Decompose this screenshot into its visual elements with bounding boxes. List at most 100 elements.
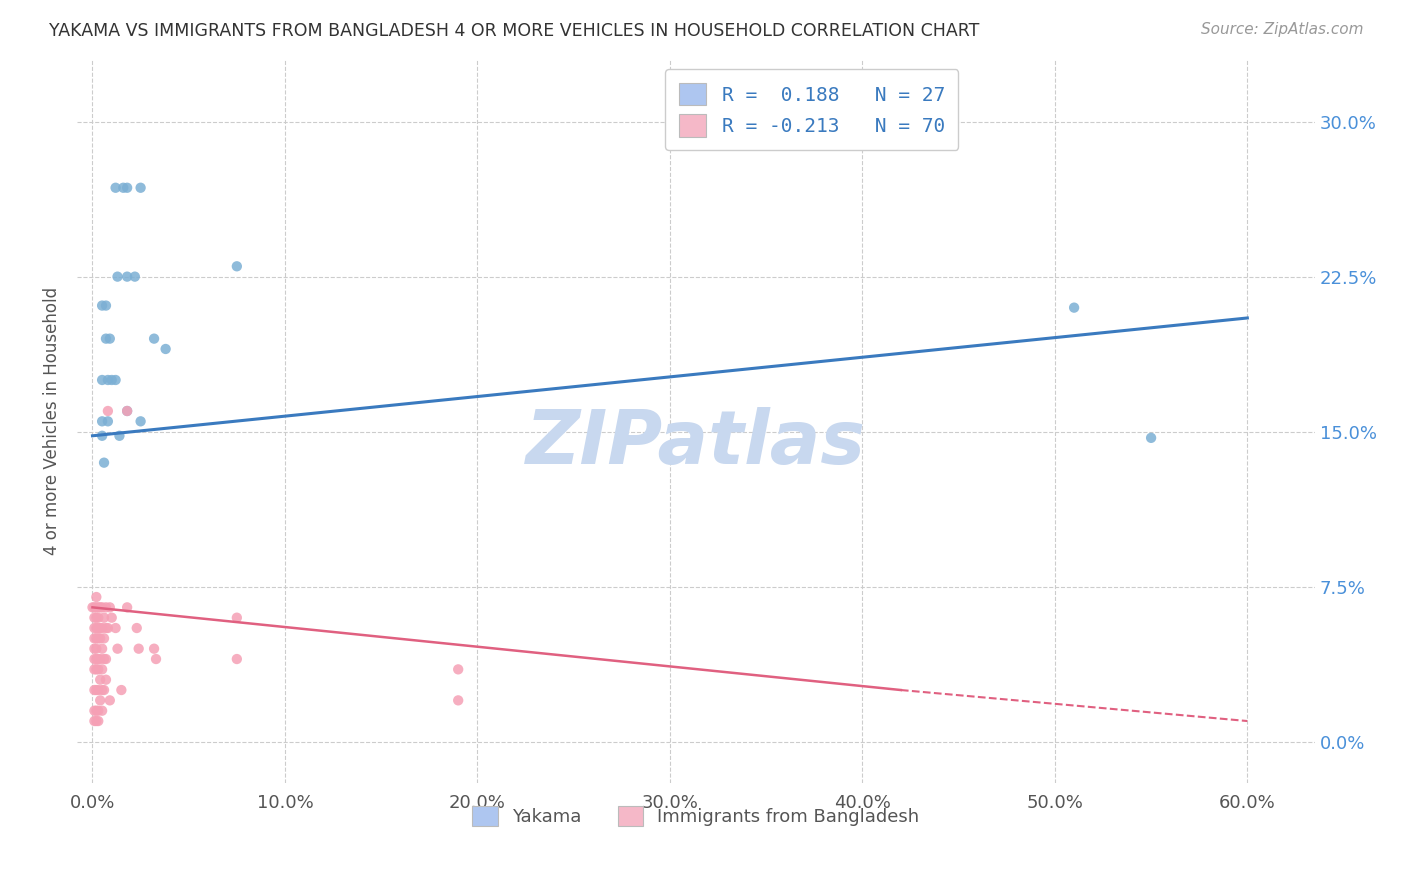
Point — [83, 652, 105, 666]
Text: YAKAMA VS IMMIGRANTS FROM BANGLADESH 4 OR MORE VEHICLES IN HOUSEHOLD CORRELATION: YAKAMA VS IMMIGRANTS FROM BANGLADESH 4 O… — [49, 22, 980, 40]
Point — [97, 404, 120, 418]
Point — [86, 714, 108, 728]
Point — [86, 610, 108, 624]
Point — [87, 714, 110, 728]
Point — [97, 414, 120, 428]
Point — [108, 429, 131, 443]
Point — [94, 652, 117, 666]
Point — [87, 652, 110, 666]
Point — [86, 590, 108, 604]
Point — [115, 180, 138, 194]
Point — [155, 342, 177, 356]
Point — [83, 683, 105, 698]
Point — [91, 621, 114, 635]
Point — [87, 704, 110, 718]
Point — [104, 621, 127, 635]
Point — [225, 260, 247, 274]
Point — [98, 600, 121, 615]
Point — [94, 600, 117, 615]
Point — [100, 610, 122, 624]
Point — [86, 600, 108, 615]
Point — [93, 610, 115, 624]
Point — [87, 662, 110, 676]
Text: ZIPatlas: ZIPatlas — [526, 407, 866, 480]
Point — [91, 299, 114, 313]
Point — [143, 641, 166, 656]
Point — [115, 269, 138, 284]
Point — [93, 632, 115, 646]
Point — [98, 693, 121, 707]
Point — [104, 180, 127, 194]
Point — [93, 652, 115, 666]
Point — [83, 641, 105, 656]
Point — [1140, 431, 1163, 445]
Point — [143, 332, 166, 346]
Point — [115, 404, 138, 418]
Point — [83, 610, 105, 624]
Point — [94, 299, 117, 313]
Point — [93, 683, 115, 698]
Point — [94, 621, 117, 635]
Point — [124, 269, 146, 284]
Point — [129, 414, 152, 428]
Point — [107, 269, 129, 284]
Point — [86, 641, 108, 656]
Point — [86, 704, 108, 718]
Point — [83, 714, 105, 728]
Point — [83, 632, 105, 646]
Point — [97, 373, 120, 387]
Point — [107, 641, 129, 656]
Point — [86, 662, 108, 676]
Legend: Yakama, Immigrants from Bangladesh: Yakama, Immigrants from Bangladesh — [464, 797, 928, 836]
Point — [86, 683, 108, 698]
Point — [91, 429, 114, 443]
Point — [82, 600, 104, 615]
Point — [100, 373, 122, 387]
Point — [83, 621, 105, 635]
Point — [115, 404, 138, 418]
Point — [87, 621, 110, 635]
Point — [93, 456, 115, 470]
Point — [145, 652, 167, 666]
Point — [89, 652, 111, 666]
Point — [91, 414, 114, 428]
Point — [89, 621, 111, 635]
Point — [89, 673, 111, 687]
Point — [87, 610, 110, 624]
Point — [112, 180, 135, 194]
Text: Source: ZipAtlas.com: Source: ZipAtlas.com — [1201, 22, 1364, 37]
Point — [83, 600, 105, 615]
Point — [110, 683, 132, 698]
Point — [225, 610, 247, 624]
Point — [89, 693, 111, 707]
Point — [86, 652, 108, 666]
Point — [86, 632, 108, 646]
Point — [89, 600, 111, 615]
Point — [91, 373, 114, 387]
Point — [1063, 301, 1085, 315]
Point — [89, 632, 111, 646]
Point — [128, 641, 150, 656]
Point — [129, 180, 152, 194]
Point — [83, 662, 105, 676]
Point — [91, 662, 114, 676]
Point — [97, 621, 120, 635]
Point — [98, 332, 121, 346]
Point — [104, 373, 127, 387]
Point — [91, 704, 114, 718]
Point — [91, 600, 114, 615]
Point — [86, 621, 108, 635]
Y-axis label: 4 or more Vehicles in Household: 4 or more Vehicles in Household — [44, 287, 60, 556]
Point — [91, 641, 114, 656]
Point — [447, 662, 470, 676]
Point — [115, 600, 138, 615]
Point — [87, 600, 110, 615]
Point — [125, 621, 148, 635]
Point — [94, 332, 117, 346]
Point — [83, 704, 105, 718]
Point — [91, 683, 114, 698]
Point — [225, 652, 247, 666]
Point — [94, 673, 117, 687]
Point — [87, 683, 110, 698]
Point — [87, 632, 110, 646]
